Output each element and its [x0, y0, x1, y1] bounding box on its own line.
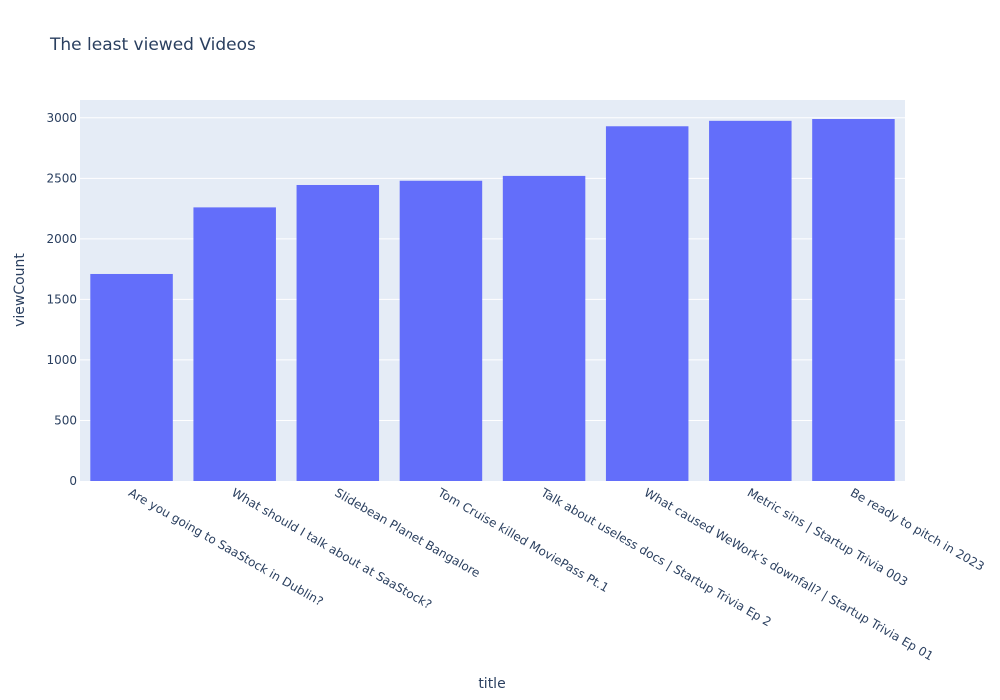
chart-title: The least viewed Videos	[49, 35, 256, 55]
x-axis-title: title	[478, 676, 505, 692]
bar	[193, 207, 276, 482]
x-tick-label: Tom Cruise killed MoviePass Pt.1	[435, 485, 612, 595]
bar	[502, 175, 586, 482]
x-tick-label: Are you going to SaaStock in Dublin?	[126, 485, 326, 608]
x-tick-label: Metric sins | Startup Trivia 003	[745, 485, 910, 589]
y-axis-ticks: 0 500 1000 1500 2000 2500 3000	[46, 111, 77, 488]
bar	[399, 180, 483, 482]
y-axis-title: viewCount	[12, 253, 28, 327]
bar	[812, 119, 895, 481]
bars	[90, 119, 895, 482]
y-tick-label: 3000	[46, 111, 77, 125]
y-tick-label: 1500	[46, 292, 77, 306]
bar	[709, 120, 792, 481]
bar	[605, 126, 689, 481]
x-tick-label: Talk about useless docs | Startup Trivia…	[538, 485, 774, 629]
y-tick-label: 500	[54, 413, 77, 427]
x-tick-label: What should I talk about at SaaStock?	[229, 485, 434, 611]
x-axis-ticks: Are you going to SaaStock in Dublin?What…	[126, 485, 987, 663]
y-tick-label: 1000	[46, 353, 77, 367]
bar	[90, 273, 173, 481]
y-tick-label: 0	[69, 474, 77, 488]
y-tick-label: 2000	[46, 232, 77, 246]
y-tick-label: 2500	[46, 171, 77, 185]
bar	[296, 184, 380, 482]
